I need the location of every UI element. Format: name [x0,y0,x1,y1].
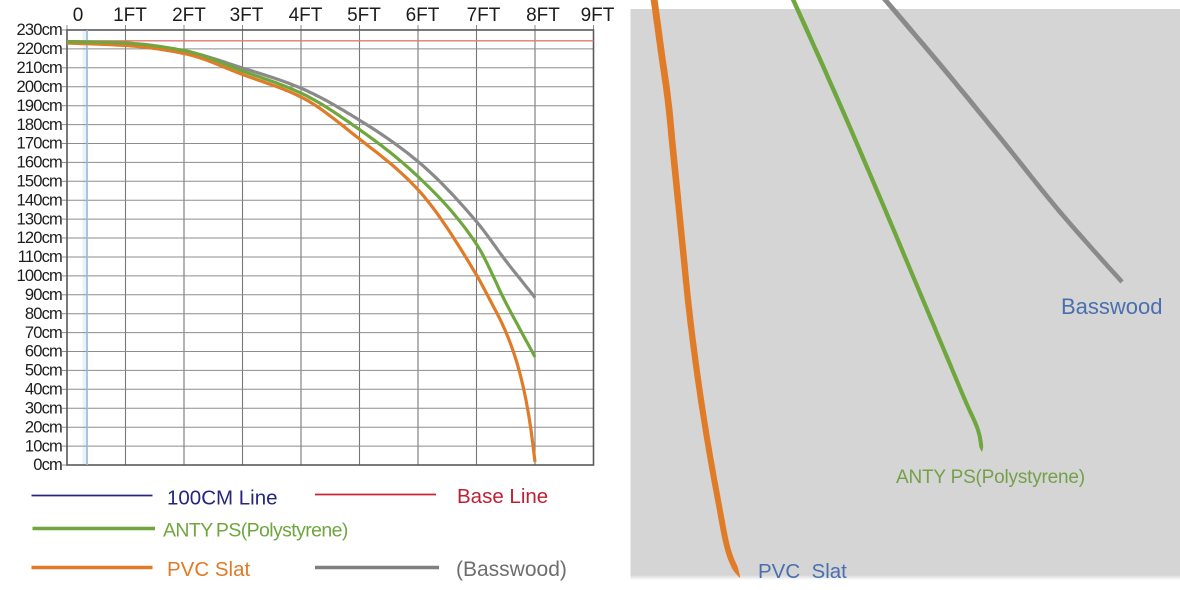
svg-text:210cm: 210cm [16,59,62,77]
svg-text:10cm: 10cm [25,437,62,455]
svg-text:ANTY PS(Polystyrene): ANTY PS(Polystyrene) [896,467,1085,488]
svg-text:230cm: 230cm [16,21,62,39]
svg-text:30cm: 30cm [25,400,62,418]
svg-text:70cm: 70cm [25,324,62,342]
svg-text:130cm: 130cm [16,210,62,228]
svg-text:0cm: 0cm [33,456,62,474]
svg-text:140cm: 140cm [16,191,62,209]
svg-text:190cm: 190cm [16,97,62,115]
svg-text:ANTY PS(Polystyrene): ANTY PS(Polystyrene) [163,520,348,542]
svg-text:5FT: 5FT [347,5,381,26]
svg-text:220cm: 220cm [16,40,62,58]
svg-text:6FT: 6FT [406,5,440,26]
svg-text:3FT: 3FT [230,5,264,26]
svg-text:100cm: 100cm [16,267,62,285]
svg-text:7FT: 7FT [467,5,501,26]
svg-text:PVC Slat: PVC Slat [167,558,250,581]
svg-text:60cm: 60cm [25,343,62,361]
svg-text:4FT: 4FT [289,5,323,26]
svg-text:40cm: 40cm [25,381,62,399]
svg-text:8FT: 8FT [526,5,560,26]
svg-text:170cm: 170cm [16,135,62,153]
svg-text:120cm: 120cm [16,229,62,247]
svg-text:150cm: 150cm [16,173,62,191]
svg-text:90cm: 90cm [25,286,62,304]
svg-text:100CM Line: 100CM Line [167,487,278,510]
svg-text:2FT: 2FT [172,5,206,26]
svg-text:(Basswood): (Basswood) [456,558,567,581]
svg-text:110cm: 110cm [18,248,62,266]
svg-text:50cm: 50cm [25,362,62,380]
svg-text:Base Line: Base Line [457,485,548,508]
svg-text:0: 0 [73,5,84,26]
svg-text:180cm: 180cm [16,116,62,134]
svg-text:200cm: 200cm [16,78,62,96]
svg-text:20cm: 20cm [25,418,62,436]
svg-text:160cm: 160cm [16,154,62,172]
svg-text:80cm: 80cm [25,305,62,323]
svg-text:PVC Slat: PVC Slat [758,560,847,583]
svg-text:1FT: 1FT [113,5,147,26]
svg-text:9FT: 9FT [581,5,615,26]
svg-text:Basswood: Basswood [1061,294,1163,319]
